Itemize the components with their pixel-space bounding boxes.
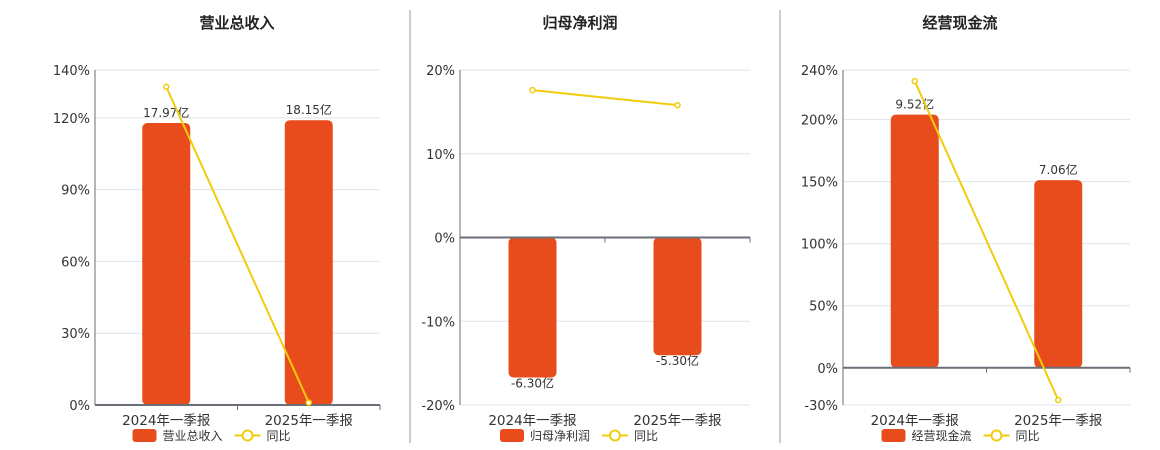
y-tick-label: 50% (809, 300, 838, 315)
legend-line-label: 同比 (1016, 429, 1040, 443)
yoy-line (165, 86, 310, 404)
y-tick-label: 140% (53, 64, 90, 79)
legend-bar-swatch (500, 429, 524, 442)
legend-bar-swatch (132, 429, 157, 442)
chart-1: 营业总收入 0% 30% 60% 90% 120% 140% 17.97亿 2024年一季报 18… (53, 14, 381, 443)
legend-line-label: 同比 (267, 429, 291, 443)
y-tick-label: 10% (426, 148, 455, 163)
yoy-point (163, 83, 170, 90)
bar (890, 114, 939, 368)
y-tick-label: 0% (817, 362, 838, 377)
chart-3: 经营现金流-30%0%50%100%150%200%240%9.52亿2024年… (801, 14, 1131, 443)
x-tick-label: 2025年一季报 (265, 413, 353, 429)
y-tick-label: 90% (61, 184, 90, 199)
bar (142, 123, 191, 405)
bar-data-label: -5.30亿 (656, 353, 699, 368)
y-tick-label: -30% (804, 399, 838, 414)
y-tick-label: 240% (801, 64, 838, 79)
chart-title: 营业总收入 (199, 14, 274, 32)
x-tick-label: 2024年一季报 (122, 413, 210, 429)
yoy-line (532, 89, 678, 107)
y-tick-label: 30% (61, 327, 90, 342)
legend-bar-swatch (881, 429, 906, 442)
legend-bar-label: 营业总收入 (163, 429, 223, 443)
x-tick-label: 2025年一季报 (1014, 413, 1102, 429)
y-tick-label: 0% (434, 232, 455, 247)
chart-2: 归母净利润 -20% -10% 0% 10% 20% -6.30亿 2024年一季报 -5.30… (421, 14, 751, 443)
legend-line-marker (241, 429, 254, 442)
legend-line-marker (609, 429, 621, 442)
x-tick-label: 2025年一季报 (633, 413, 721, 429)
bar (284, 120, 333, 406)
yoy-point (674, 101, 681, 109)
chart-title: 经营现金流 (922, 14, 997, 32)
y-tick-label: 0% (69, 399, 90, 414)
x-tick-label: 2024年一季报 (871, 413, 959, 429)
yoy-line (913, 80, 1060, 401)
bar (653, 237, 702, 356)
bar (508, 237, 557, 378)
y-tick-label: -10% (421, 315, 455, 330)
x-tick-label: 2024年一季报 (488, 413, 576, 429)
yoy-point (529, 86, 536, 94)
legend-line-label: 同比 (634, 429, 658, 443)
bar-data-label: 18.15亿 (286, 102, 332, 117)
yoy-point (305, 399, 312, 406)
chart-title: 归母净利润 (542, 14, 617, 32)
legend-bar-label: 经营现金流 (912, 428, 972, 443)
yoy-point (911, 77, 918, 85)
yoy-point (1055, 396, 1062, 404)
y-tick-label: 100% (801, 238, 838, 253)
bar (1034, 180, 1083, 368)
y-tick-label: 150% (801, 176, 838, 191)
bar-data-label: 7.06亿 (1039, 162, 1078, 177)
bar-data-label: -6.30亿 (511, 375, 554, 390)
y-tick-label: 20% (426, 64, 455, 79)
y-tick-label: 200% (801, 114, 838, 129)
legend-bar-label: 归母净利润 (530, 429, 590, 443)
y-tick-label: -20% (421, 399, 455, 414)
legend-line-marker (990, 429, 1003, 442)
bar-data-label: 17.97亿 (143, 105, 189, 120)
y-tick-label: 120% (53, 112, 90, 127)
y-tick-label: 60% (61, 255, 90, 270)
